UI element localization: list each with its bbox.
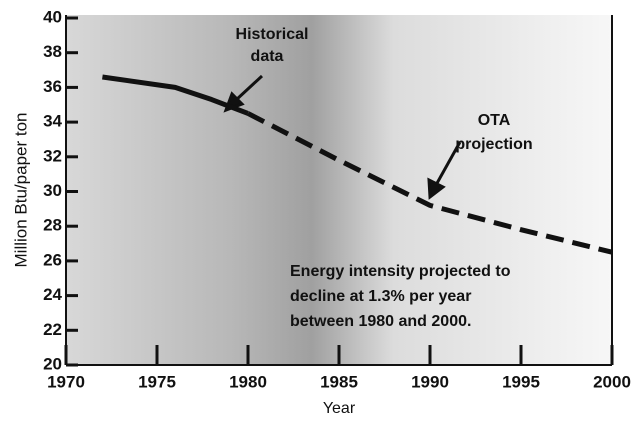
y-tick-label: 36 bbox=[43, 77, 62, 96]
annotation: decline at 1.3% per year bbox=[290, 288, 471, 305]
y-tick-label: 32 bbox=[43, 146, 62, 165]
arrow bbox=[434, 141, 462, 186]
y-tick-label: 26 bbox=[43, 250, 62, 269]
x-tick-label: 1990 bbox=[411, 372, 449, 391]
x-tick-label: 1995 bbox=[502, 372, 540, 391]
annotation: between 1980 and 2000. bbox=[290, 313, 471, 330]
y-tick-label: 24 bbox=[43, 285, 62, 304]
x-tick-label: 1975 bbox=[138, 372, 176, 391]
series-line bbox=[102, 74, 249, 116]
x-tick-label: 1980 bbox=[229, 372, 267, 391]
arrow bbox=[234, 74, 264, 102]
x-axis-label: Year bbox=[323, 400, 356, 417]
annotation: Historical bbox=[236, 26, 309, 43]
annotation: Energy intensity projected to bbox=[290, 263, 511, 280]
annotation: data bbox=[251, 48, 284, 65]
y-tick-label: 34 bbox=[43, 112, 62, 131]
annotation: OTA bbox=[478, 112, 511, 129]
x-tick-label: 1970 bbox=[47, 372, 85, 391]
annotation: projection bbox=[455, 136, 532, 153]
arrow-head bbox=[427, 177, 446, 200]
y-tick-label: 22 bbox=[43, 320, 62, 339]
plot-background bbox=[66, 15, 612, 365]
x-tick-label: 2000 bbox=[593, 372, 631, 391]
y-tick-label: 20 bbox=[43, 354, 62, 373]
y-tick-label: 38 bbox=[43, 42, 62, 61]
y-tick-label: 40 bbox=[43, 7, 62, 26]
y-tick-label: 30 bbox=[43, 181, 62, 200]
series-line bbox=[246, 111, 613, 255]
y-tick-label: 28 bbox=[43, 216, 62, 235]
x-tick-label: 1985 bbox=[320, 372, 358, 391]
y-axis-label: Million Btu/paper ton bbox=[11, 113, 30, 268]
